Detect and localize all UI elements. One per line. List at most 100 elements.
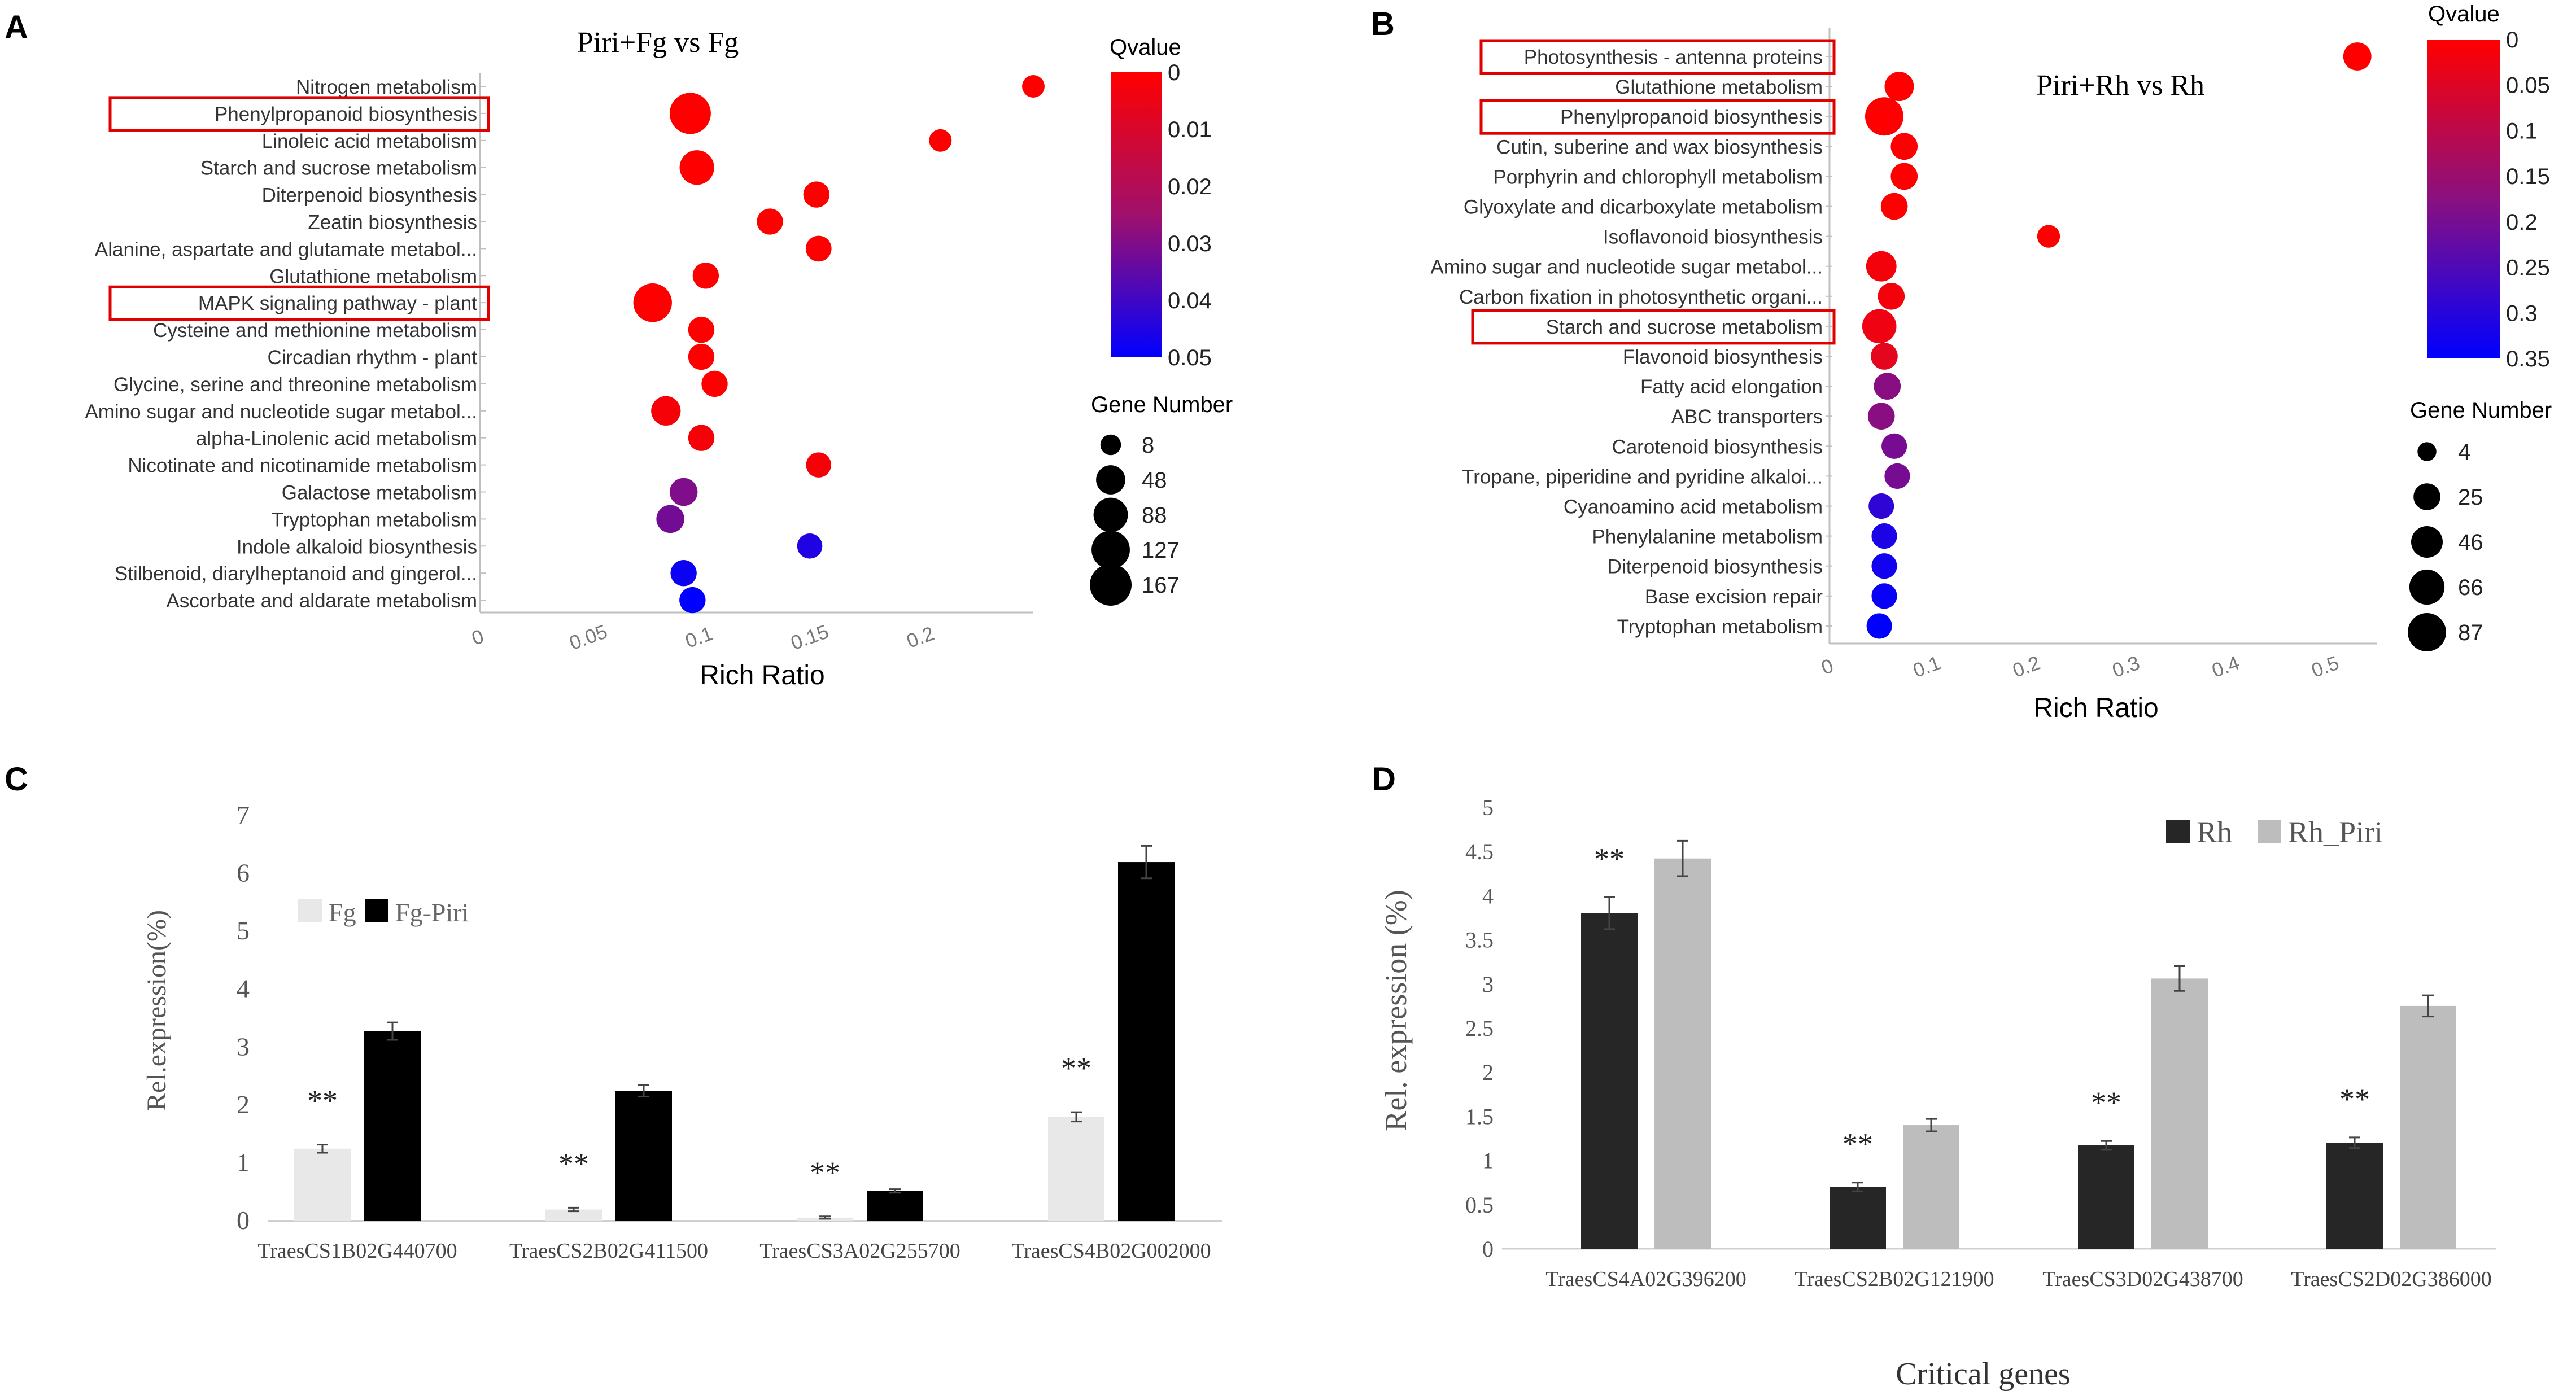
bar-rh-piri — [2400, 1005, 2456, 1249]
pathway-label: Phenylpropanoid biosynthesis — [1560, 106, 1823, 128]
chart-b-pathway-labels: Photosynthesis - antenna proteins Glutath… — [1430, 46, 1832, 638]
x-tick-label: 0.1 — [683, 623, 716, 653]
y-tick-label: 0.5 — [1465, 1192, 1494, 1218]
pathway-point — [1871, 343, 1898, 370]
y-tick-label: 3.5 — [1465, 928, 1494, 953]
bar-rh-piri — [2151, 978, 2208, 1249]
pathway-label: Fatty acid elongation — [1640, 376, 1823, 398]
significance-label: ** — [1843, 1127, 1873, 1161]
highlight-box — [1479, 39, 1836, 75]
pathway-label: alpha-Linolenic acid metabolism — [196, 428, 477, 450]
chart-c-legend: Fg Fg-Piri — [298, 898, 469, 927]
colorbar-tick-label: 0.05 — [2506, 73, 2550, 98]
pathway-label: Base excision repair — [1645, 586, 1823, 608]
chart-d-y-ticks: 0 0.5 1 1.5 2 2.5 3 3.5 4 4.5 5 — [1465, 795, 1494, 1262]
chart-b-gene-number-title: Gene Number — [2410, 398, 2552, 423]
x-tick-label: 0.2 — [2010, 652, 2043, 682]
chart-a-colorbar-ticks: 0 0.01 0.02 0.03 0.04 0.05 — [1168, 60, 1212, 370]
pathway-point — [1884, 463, 1910, 489]
bar-fg — [1048, 1117, 1104, 1221]
pathway-point — [1865, 97, 1903, 136]
category-label: TraesCS1B02G440700 — [257, 1239, 457, 1263]
panel-d: Rel. expression (%) 0 0.5 1 1.5 2 2.5 3 3.5 4 4.5… — [1379, 795, 2496, 1392]
category-label: TraesCS3A02G255700 — [759, 1239, 960, 1263]
pathway-point — [2037, 225, 2060, 248]
x-tick-label: 0.15 — [788, 620, 831, 654]
x-tick-label: 0 — [1818, 655, 1836, 679]
pathway-label: Nitrogen metabolism — [296, 76, 477, 98]
chart-b-title: Piri+Rh vs Rh — [2036, 69, 2204, 102]
pathway-point — [806, 452, 832, 478]
size-legend-label: 48 — [1142, 468, 1167, 493]
pathway-label: Starch and sucrose metabolism — [200, 158, 477, 180]
pathway-point — [1871, 523, 1897, 549]
chart-b-colorbar-ticks: 0 0.05 0.1 0.15 0.2 0.25 0.3 0.35 — [2506, 28, 2550, 371]
x-tick-label: 0.2 — [904, 623, 937, 653]
size-legend-label: 4 — [2458, 440, 2470, 465]
panel-letter-a: A — [5, 9, 28, 46]
pathway-point — [688, 343, 715, 370]
panel-letter-d: D — [1372, 761, 1396, 798]
pathway-point — [1866, 613, 1892, 639]
bar-fg-piri — [615, 1091, 672, 1221]
chart-d-legend: Rh Rh_Piri — [2166, 815, 2383, 849]
y-tick-label: 1 — [1482, 1148, 1494, 1174]
pathway-label: Cutin, suberine and wax biosynthesis — [1496, 136, 1823, 158]
legend-label: Rh_Piri — [2288, 815, 2383, 849]
legend-swatch — [2258, 820, 2281, 843]
bar-fg-piri — [867, 1191, 923, 1221]
size-legend-dot — [1093, 497, 1128, 532]
chart-b-size-legend: 4 25 46 66 87 — [2408, 440, 2483, 651]
category-label: TraesCS3D02G438700 — [2042, 1267, 2243, 1291]
size-legend-dot — [1090, 564, 1132, 606]
size-legend-dot — [2408, 613, 2446, 651]
highlight-box — [1471, 309, 1836, 345]
size-legend-label: 88 — [1142, 503, 1167, 528]
size-legend-label: 46 — [2458, 530, 2483, 555]
legend-swatch — [298, 899, 322, 922]
pathway-point — [1874, 373, 1901, 400]
pathway-point — [633, 283, 672, 322]
size-legend-dot — [2417, 442, 2437, 461]
pathway-label: Alanine, aspartate and glutamate metabol… — [95, 238, 477, 260]
size-legend-label: 87 — [2458, 620, 2483, 645]
significance-label: ** — [2091, 1086, 2121, 1119]
y-tick-label: 5 — [1482, 795, 1494, 820]
pathway-point — [651, 396, 681, 426]
colorbar-tick-label: 0.05 — [1168, 345, 1212, 370]
pathway-label: Glutathione metabolism — [1615, 76, 1823, 98]
chart-a-size-legend: 8 48 88 127 167 — [1090, 433, 1180, 606]
pathway-label: Phenylalanine metabolism — [1592, 526, 1823, 548]
x-tick-label: 0.1 — [1910, 652, 1944, 682]
chart-c-categories: TraesCS1B02G440700 TraesCS2B02G411500 Trae… — [257, 1239, 1211, 1263]
pathway-point — [701, 370, 728, 397]
colorbar-tick-label: 0.03 — [1168, 231, 1212, 256]
pathway-point — [1880, 193, 1908, 220]
chart-b-points — [1862, 42, 2372, 639]
pathway-label: Carotenoid biosynthesis — [1612, 436, 1823, 458]
size-legend-label: 25 — [2458, 485, 2483, 510]
pathway-point — [1871, 553, 1897, 579]
y-tick-label: 7 — [237, 800, 250, 829]
bar-rh-piri — [1654, 858, 1711, 1249]
pathway-label: Phenylpropanoid biosynthesis — [215, 103, 477, 125]
pathway-label: Glycine, serine and threonine metabolism — [113, 374, 477, 396]
pathway-label: Stilbenoid, diarylheptanoid and gingerol… — [115, 563, 477, 585]
y-tick-label: 4 — [237, 974, 250, 1003]
chart-a-title: Piri+Fg vs Fg — [577, 27, 739, 59]
y-tick-label: 1.5 — [1465, 1104, 1494, 1129]
legend-label: Rh — [2197, 815, 2232, 849]
legend-label: Fg — [329, 898, 356, 927]
bar-rh — [1830, 1187, 1886, 1249]
x-tick-label: 0.3 — [2110, 652, 2143, 682]
bar-rh — [1581, 913, 1638, 1249]
size-legend-dot — [2409, 569, 2445, 605]
colorbar-tick-label: 0.15 — [2506, 164, 2550, 189]
highlight-box — [108, 285, 490, 321]
pathway-label: Diterpenoid biosynthesis — [1608, 556, 1823, 578]
pathway-label: Tropane, piperidine and pyridine alkaloi… — [1462, 466, 1823, 488]
pathway-point — [1868, 493, 1894, 519]
pathway-label: Linoleic acid metabolism — [262, 130, 477, 152]
chart-a-gene-number-title: Gene Number — [1091, 392, 1233, 417]
size-legend-label: 127 — [1142, 538, 1180, 563]
